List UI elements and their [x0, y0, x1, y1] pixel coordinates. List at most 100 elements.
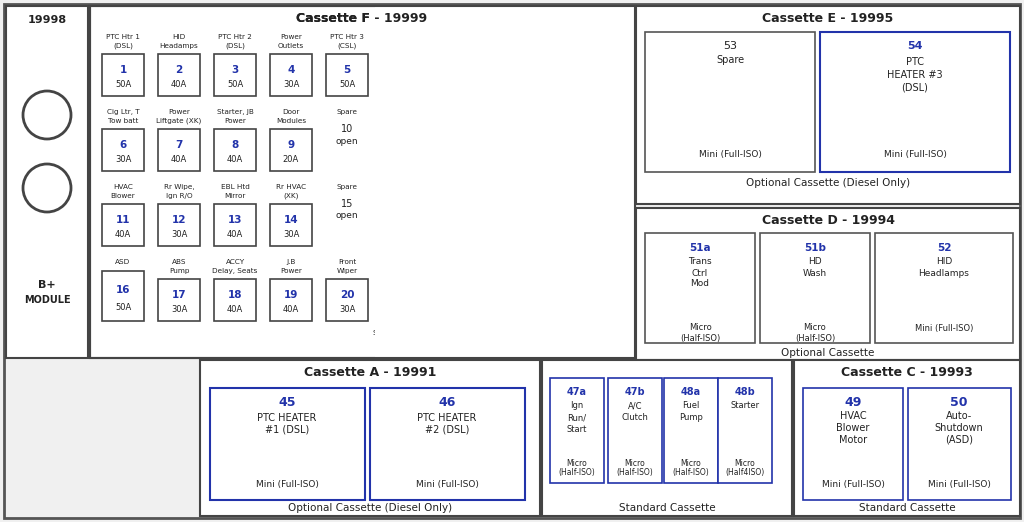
Text: Power: Power	[280, 268, 302, 274]
Text: Mini (Full-ISO): Mini (Full-ISO)	[416, 480, 478, 489]
Text: Shutdown: Shutdown	[935, 423, 983, 433]
Text: Coils, Actuators: Coils, Actuators	[478, 321, 534, 327]
Bar	[485, 53, 527, 86]
Text: Clutch: Clutch	[444, 42, 467, 48]
Text: 20-20A: 20-20A	[384, 172, 420, 181]
Text: HID Lt: HID Lt	[445, 313, 467, 319]
Text: Seats: Seats	[550, 42, 569, 48]
Text: Mod: Mod	[690, 279, 710, 289]
Text: Subwoofer (SRT): Subwoofer (SRT)	[373, 330, 431, 336]
Text: Standard Cassette: Standard Cassette	[859, 503, 955, 513]
Bar	[383, 195, 427, 244]
Bar	[537, 110, 579, 151]
Text: 28-30A: 28-30A	[541, 113, 575, 123]
Text: 27-20A: 27-20A	[490, 133, 526, 141]
Text: Optional Cassette (Diesel Only): Optional Cassette (Diesel Only)	[745, 178, 910, 188]
Bar	[539, 325, 581, 369]
Text: Spare: Spare	[716, 55, 744, 65]
Text: 25-20A: 25-20A	[386, 133, 422, 141]
Text: (Half-ISO): (Half-ISO)	[673, 469, 710, 478]
Text: 40-25A: 40-25A	[542, 342, 578, 351]
Text: HVAC: HVAC	[840, 411, 866, 421]
Bar	[539, 185, 581, 229]
Text: PTC: PTC	[906, 57, 924, 67]
Text: Spare: Spare	[337, 109, 357, 115]
Text: HID Lt: HID Lt	[443, 293, 465, 299]
Text: 15: 15	[341, 199, 353, 209]
Bar	[381, 51, 423, 77]
Text: HD Washer: HD Washer	[488, 103, 527, 109]
Text: 18: 18	[227, 290, 243, 300]
Bar	[545, 195, 589, 244]
Text: PTC Htr 2: PTC Htr 2	[218, 34, 252, 40]
Text: Ignition Sw: Ignition Sw	[383, 263, 421, 269]
Text: Mini (Full-ISO): Mini (Full-ISO)	[821, 480, 885, 489]
Text: Optional Cassette (Diesel Only): Optional Cassette (Diesel Only)	[288, 503, 452, 513]
Text: Micro: Micro	[625, 458, 645, 468]
Text: ASD: ASD	[116, 259, 131, 265]
Text: Wiper: Wiper	[337, 268, 357, 274]
Text: 14: 14	[284, 215, 298, 225]
Bar	[210, 388, 365, 500]
Text: Liftgate (XK): Liftgate (XK)	[157, 118, 202, 124]
Text: Fuel: Fuel	[397, 33, 413, 39]
Text: EBL Htd: EBL Htd	[220, 184, 250, 190]
Text: Unbussed: Unbussed	[541, 237, 575, 243]
Bar	[487, 115, 529, 159]
Bar	[485, 101, 527, 135]
Text: 40A: 40A	[227, 155, 243, 164]
Text: Rr Heated: Rr Heated	[550, 33, 585, 39]
Text: Brake Lamps: Brake Lamps	[436, 108, 481, 114]
Text: Rr Wipe,: Rr Wipe,	[164, 184, 195, 190]
Text: 20-20A: 20-20A	[387, 215, 423, 224]
Text: 26-15A: 26-15A	[438, 133, 474, 141]
Bar	[718, 378, 772, 483]
Text: Start: Start	[567, 425, 587, 434]
Text: Unbussed: Unbussed	[543, 252, 578, 258]
Bar	[383, 53, 427, 94]
Text: 33-20A: 33-20A	[384, 256, 420, 265]
Bar	[383, 255, 425, 299]
Bar	[200, 360, 540, 516]
Text: Power: Power	[498, 33, 518, 39]
Text: T-TOW: T-TOW	[497, 243, 519, 249]
Text: 50A: 50A	[339, 80, 355, 89]
Bar	[487, 325, 529, 369]
Text: 36-open: 36-open	[550, 294, 585, 303]
Text: 49: 49	[845, 396, 861, 409]
Text: 31-open: 31-open	[490, 203, 525, 211]
Text: 28-30A: 28-30A	[542, 133, 578, 141]
Text: 28-30A: 28-30A	[549, 140, 585, 149]
Text: 34-open: 34-open	[441, 290, 476, 299]
Text: 30A: 30A	[283, 230, 299, 239]
Text: Inverter: Inverter	[493, 42, 520, 48]
Bar	[537, 53, 579, 86]
Text: 40A: 40A	[171, 80, 187, 89]
Text: HD: HD	[808, 257, 822, 267]
Text: Power: Power	[503, 33, 523, 39]
Text: Brake Lamps: Brake Lamps	[431, 98, 476, 104]
Bar	[383, 185, 425, 229]
Bar	[485, 51, 527, 77]
Text: Blower: Blower	[111, 193, 135, 199]
Text: 30A: 30A	[339, 305, 355, 314]
Bar	[158, 129, 200, 171]
Text: 35-20A: 35-20A	[488, 233, 524, 243]
Bar	[102, 271, 144, 321]
Bar	[433, 110, 475, 151]
Text: 3: 3	[231, 65, 239, 75]
Text: Power: Power	[224, 118, 246, 124]
Bar	[537, 305, 579, 346]
Text: MOD (BUX): MOD (BUX)	[488, 252, 527, 258]
Bar	[383, 115, 425, 159]
Text: 50A: 50A	[115, 303, 131, 312]
Text: 38-20A: 38-20A	[438, 342, 474, 351]
Text: Rr Heated: Rr Heated	[543, 33, 578, 39]
Text: MOD (BUX): MOD (BUX)	[486, 213, 525, 220]
Text: Run/: Run/	[567, 413, 587, 422]
Text: 52: 52	[937, 243, 951, 253]
Text: Spare: Spare	[548, 205, 568, 211]
Bar	[102, 204, 144, 246]
Text: 41-20A: 41-20A	[384, 350, 420, 359]
Text: 31-open: 31-open	[488, 172, 523, 181]
